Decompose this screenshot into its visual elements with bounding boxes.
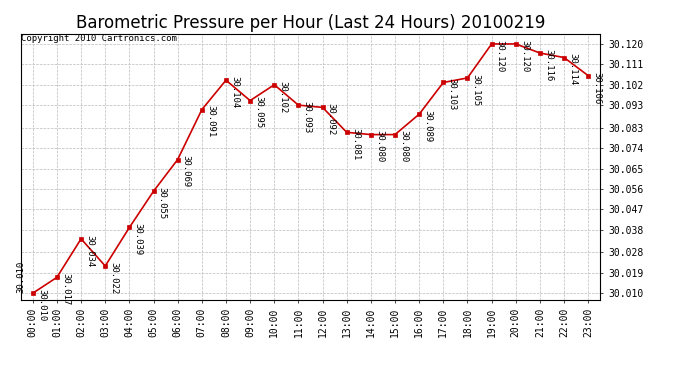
- Text: Copyright 2010 Cartronics.com: Copyright 2010 Cartronics.com: [21, 34, 177, 43]
- Text: 30.106: 30.106: [593, 72, 602, 104]
- Text: 30.081: 30.081: [351, 128, 360, 160]
- Text: 30.095: 30.095: [255, 96, 264, 129]
- Text: 30.089: 30.089: [424, 110, 433, 142]
- Text: 30.017: 30.017: [61, 273, 70, 305]
- Text: 30.092: 30.092: [327, 103, 336, 135]
- Text: 30.120: 30.120: [520, 40, 529, 72]
- Text: 30.091: 30.091: [206, 105, 215, 138]
- Text: 30.039: 30.039: [134, 224, 143, 256]
- Title: Barometric Pressure per Hour (Last 24 Hours) 20100219: Barometric Pressure per Hour (Last 24 Ho…: [76, 14, 545, 32]
- Text: 30.104: 30.104: [230, 76, 239, 108]
- Text: 30.120: 30.120: [496, 40, 505, 72]
- Text: 30.022: 30.022: [110, 262, 119, 294]
- Text: 30.069: 30.069: [182, 155, 191, 188]
- Text: 30.034: 30.034: [86, 235, 95, 267]
- Text: 30.103: 30.103: [448, 78, 457, 111]
- Text: 30.010: 30.010: [37, 289, 46, 321]
- Text: 30.055: 30.055: [158, 187, 167, 219]
- Text: 30.114: 30.114: [569, 53, 578, 86]
- Text: 30.105: 30.105: [472, 74, 481, 106]
- Text: 30.116: 30.116: [544, 49, 553, 81]
- Text: 30.093: 30.093: [303, 101, 312, 133]
- Text: 30.080: 30.080: [400, 130, 408, 163]
- Text: 30.080: 30.080: [375, 130, 384, 163]
- Text: 30.102: 30.102: [279, 81, 288, 113]
- Text: 30.010: 30.010: [16, 261, 26, 293]
